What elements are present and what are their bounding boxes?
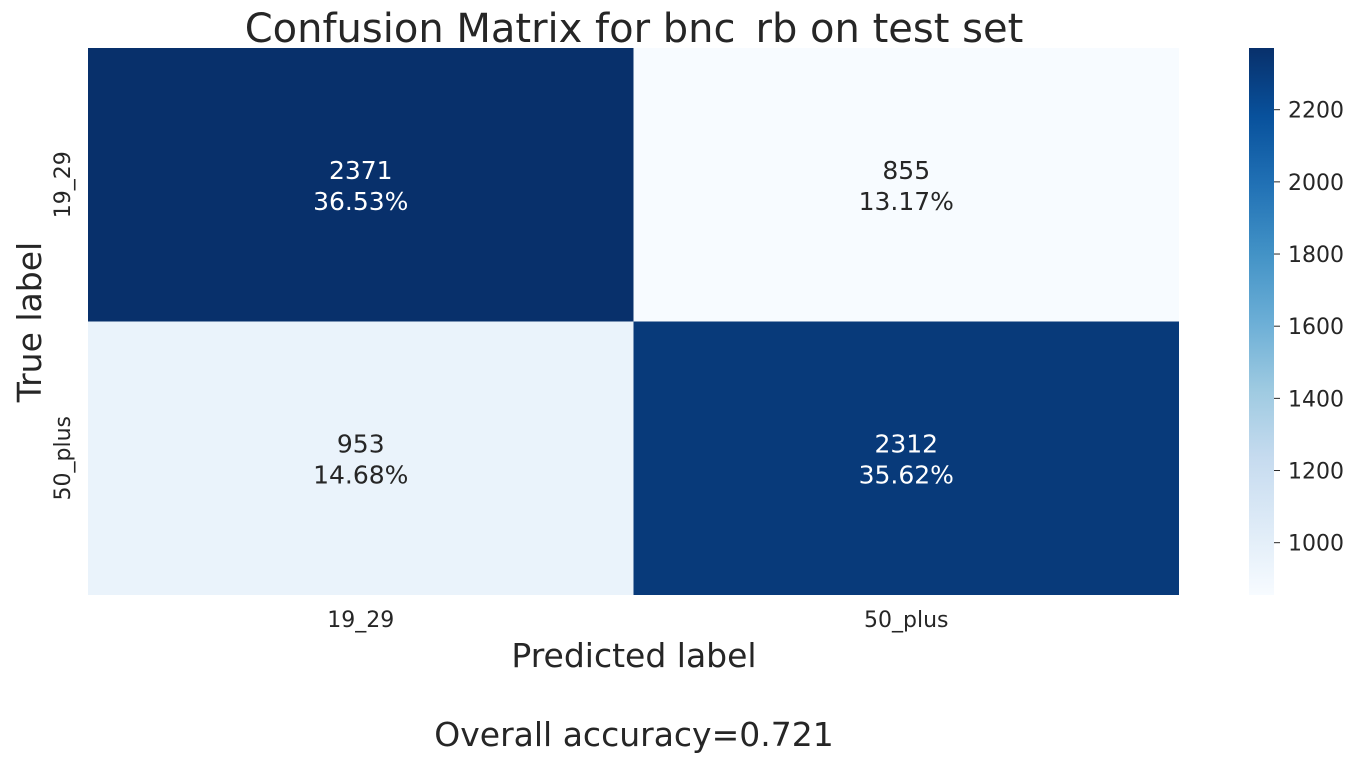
colorbar: [1249, 48, 1274, 595]
cell-percent-label: 14.68%: [313, 460, 408, 489]
cell-count-label: 855: [882, 156, 930, 185]
heatmap-cell-1-1: [633, 321, 1179, 595]
cell-percent-label: 35.62%: [859, 460, 954, 489]
chart-title: Confusion Matrix for bnc_rb on test set: [245, 6, 1024, 52]
cell-count-label: 2312: [874, 429, 938, 458]
colorbar-tick-label: 1800: [1288, 243, 1344, 268]
x-tick-label: 19_29: [327, 608, 394, 633]
heatmap-cell-0-1: [633, 48, 1179, 322]
accuracy-footer: Overall accuracy=0.721: [434, 715, 833, 754]
y-tick-label: 19_29: [51, 151, 76, 218]
heatmap-cell-1-0: [88, 321, 634, 595]
colorbar-tick-label: 2000: [1288, 171, 1344, 196]
cell-percent-label: 36.53%: [313, 187, 408, 216]
cell-count-label: 953: [337, 429, 385, 458]
colorbar-tick-label: 2200: [1288, 99, 1344, 124]
cell-count-label: 2371: [329, 156, 393, 185]
colorbar-tick-label: 1000: [1288, 532, 1344, 557]
colorbar-tick-label: 1200: [1288, 460, 1344, 485]
y-axis-label: True label: [10, 242, 49, 403]
colorbar-tick-label: 1600: [1288, 315, 1344, 340]
x-axis-label: Predicted label: [511, 636, 756, 675]
x-tick-label: 50_plus: [864, 608, 948, 633]
cell-percent-label: 13.17%: [859, 187, 954, 216]
y-tick-label: 50_plus: [51, 416, 76, 500]
heatmap-cell-0-0: [88, 48, 634, 322]
colorbar-tick-label: 1400: [1288, 387, 1344, 412]
